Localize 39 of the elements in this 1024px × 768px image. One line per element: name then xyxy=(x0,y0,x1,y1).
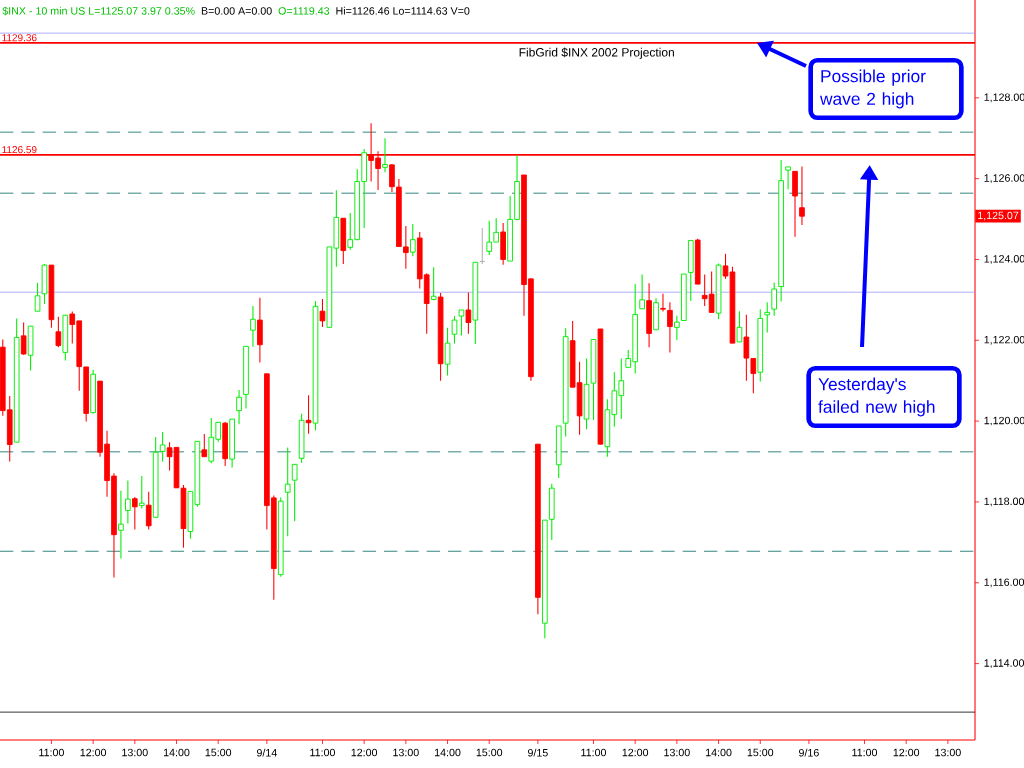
y-tick-label: 1,124.00 xyxy=(984,255,1024,264)
x-tick-label: 13:00 xyxy=(393,748,419,757)
x-tick-label: 15:00 xyxy=(205,748,232,757)
ref-line-label: 1126.59 xyxy=(2,146,37,154)
x-tick-label: 9/16 xyxy=(799,748,819,757)
x-tick-label: 13:00 xyxy=(664,748,690,757)
text: 1,125.07 xyxy=(978,211,1019,221)
x-tick-label: 11:00 xyxy=(852,748,878,757)
ref-line-label: 1129.36 xyxy=(2,34,37,42)
y-tick-label: 1,122.00 xyxy=(984,335,1024,345)
annotation: Hi=1126.46 Lo=1114.63 V=0 xyxy=(336,6,470,15)
y-tick-label: 1,114.00 xyxy=(984,659,1024,669)
x-tick-label: 9/15 xyxy=(528,748,548,757)
x-tick-label: 11:00 xyxy=(581,748,607,757)
annotation: O=1119.43 xyxy=(278,7,330,15)
y-tick-label: 1,126.00 xyxy=(984,174,1024,184)
annotation: $INX - 10 min US L=1125.07 3.97 0.35% xyxy=(2,6,195,16)
y-tick-label: 1,116.00 xyxy=(984,578,1024,588)
x-tick-label: 14:00 xyxy=(435,748,461,757)
x-tick-label: 11:00 xyxy=(310,748,335,757)
x-tick-label: 11:00 xyxy=(39,748,64,757)
annotation: B=0.00 A=0.00 xyxy=(201,7,272,15)
x-tick-label: 13:00 xyxy=(122,748,148,757)
x-tick-label: 12:00 xyxy=(622,748,649,757)
y-tick-label: 1,118.00 xyxy=(984,497,1024,507)
x-tick-label: 12:00 xyxy=(80,748,107,757)
x-tick-label: 15:00 xyxy=(747,748,774,757)
x-tick-label: 14:00 xyxy=(163,748,190,757)
x-tick-label: 12:00 xyxy=(893,748,920,757)
x-tick-label: 9/14 xyxy=(256,748,277,757)
x-tick-label: 15:00 xyxy=(476,748,503,757)
x-tick-label: 14:00 xyxy=(706,748,732,757)
y-tick-label: 1,120.00 xyxy=(984,416,1024,426)
annotation: Yesterday's failed new high xyxy=(818,377,935,417)
x-tick-label: 12:00 xyxy=(351,748,378,757)
x-tick-label: 13:00 xyxy=(935,748,961,757)
y-tick-label: 1,128.00 xyxy=(984,93,1024,103)
annotation: Possible prior wave 2 high xyxy=(819,69,926,109)
text: FibGrid $INX 2002 Projection xyxy=(519,47,674,59)
